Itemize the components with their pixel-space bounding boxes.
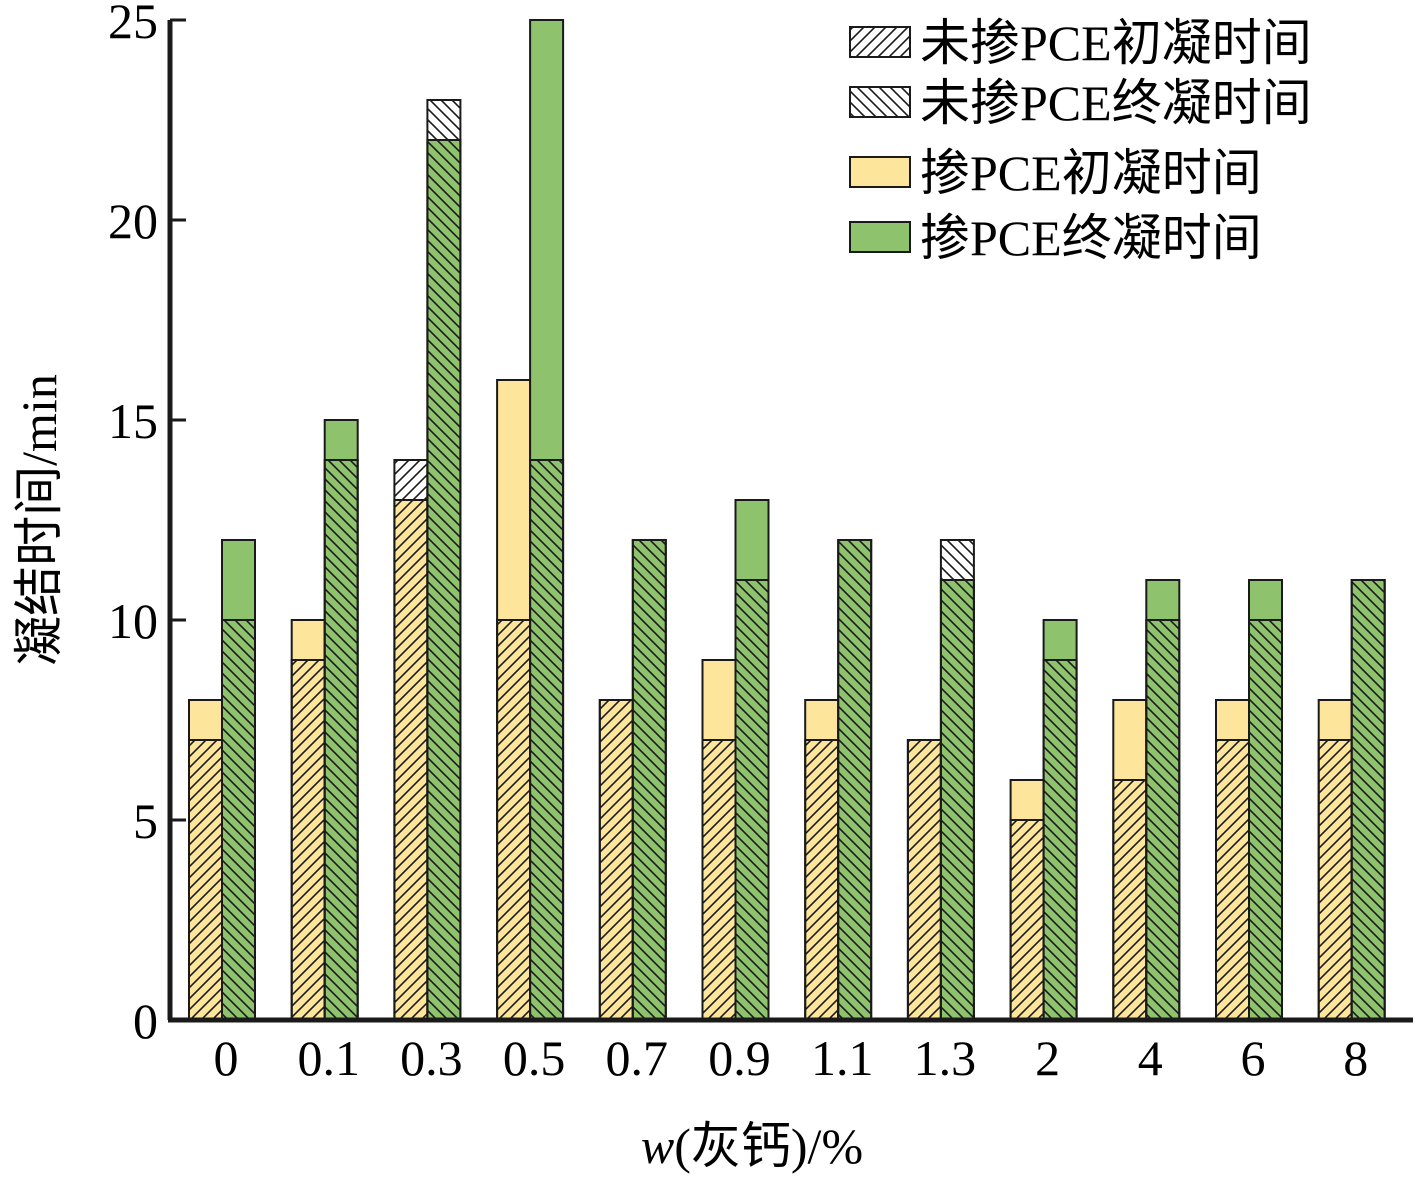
y-tick-label-0: 0 bbox=[133, 993, 158, 1049]
legend-swatch-pce-final bbox=[849, 221, 911, 253]
x-tick-label-8: 8 bbox=[1343, 1030, 1368, 1086]
legend: 未掺PCE初凝时间 未掺PCE终凝时间 掺PCE初凝时间 掺PCE终凝时间 bbox=[849, 15, 1312, 266]
bars-layer bbox=[188, 19, 1386, 1021]
bar-untreated-initial-0.9 bbox=[701, 739, 737, 1021]
y-tick-label-20: 20 bbox=[108, 193, 158, 249]
x-tick-label-2: 2 bbox=[1035, 1030, 1060, 1086]
bar-untreated-final-0.1 bbox=[323, 459, 359, 1021]
y-tick-label-15: 15 bbox=[108, 393, 158, 449]
y-tick-label-25: 25 bbox=[108, 0, 158, 49]
bar-untreated-initial-0.7 bbox=[598, 699, 634, 1021]
x-tick-label-6: 6 bbox=[1241, 1030, 1266, 1086]
bar-untreated-final-0.7 bbox=[631, 539, 667, 1021]
bar-untreated-final-0.3 bbox=[426, 99, 462, 1021]
bar-untreated-final-0 bbox=[221, 619, 256, 1021]
x-tick-label-0.3: 0.3 bbox=[400, 1030, 463, 1086]
bar-untreated-initial-0.3 bbox=[393, 459, 429, 1021]
bar-untreated-initial-0 bbox=[188, 739, 223, 1021]
bar-untreated-final-1.1 bbox=[837, 539, 873, 1021]
bar-untreated-final-0.5 bbox=[529, 459, 565, 1021]
bar-untreated-final-4 bbox=[1145, 619, 1181, 1021]
bar-untreated-final-0.9 bbox=[734, 579, 770, 1021]
legend-swatch-untreated-final bbox=[849, 86, 911, 118]
x-tick-label-0: 0 bbox=[214, 1030, 239, 1086]
x-axis-title: w(灰钙)/% bbox=[641, 1118, 863, 1174]
x-ticks: 0 0.1 0.3 0.5 0.7 0.9 1.1 1.3 2 4 6 8 bbox=[214, 1030, 1369, 1086]
legend-label-pce-final: 掺PCE终凝时间 bbox=[920, 210, 1262, 266]
legend-label-untreated-final: 未掺PCE终凝时间 bbox=[920, 75, 1312, 131]
bar-untreated-initial-0.5 bbox=[496, 619, 532, 1021]
bar-untreated-initial-1.3 bbox=[906, 739, 942, 1021]
x-tick-label-0.7: 0.7 bbox=[606, 1030, 669, 1086]
bar-untreated-initial-2 bbox=[1009, 819, 1045, 1021]
bar-untreated-initial-1.1 bbox=[804, 739, 840, 1021]
legend-label-pce-initial: 掺PCE初凝时间 bbox=[920, 145, 1262, 201]
legend-swatch-pce-initial bbox=[849, 156, 911, 188]
legend-swatch-untreated-initial bbox=[849, 26, 911, 58]
bar-untreated-initial-4 bbox=[1112, 779, 1148, 1021]
legend-label-untreated-initial: 未掺PCE初凝时间 bbox=[920, 15, 1312, 71]
y-ticks: 0 5 10 15 20 25 bbox=[108, 0, 186, 1049]
bar-untreated-initial-0.1 bbox=[290, 659, 326, 1021]
bar-untreated-final-1.3 bbox=[939, 539, 975, 1021]
bar-untreated-final-6 bbox=[1248, 619, 1283, 1021]
y-axis-title: 凝结时间/min bbox=[11, 374, 67, 666]
bar-untreated-initial-8 bbox=[1317, 739, 1353, 1021]
x-tick-label-4: 4 bbox=[1138, 1030, 1163, 1086]
x-tick-label-0.5: 0.5 bbox=[503, 1030, 566, 1086]
x-tick-label-0.1: 0.1 bbox=[297, 1030, 360, 1086]
x-tick-label-1.3: 1.3 bbox=[914, 1030, 977, 1086]
bar-untreated-final-2 bbox=[1042, 659, 1078, 1021]
x-tick-label-0.9: 0.9 bbox=[708, 1030, 771, 1086]
x-tick-label-1.1: 1.1 bbox=[811, 1030, 874, 1086]
y-tick-label-5: 5 bbox=[133, 793, 158, 849]
y-tick-label-10: 10 bbox=[108, 593, 158, 649]
bar-untreated-initial-6 bbox=[1215, 739, 1250, 1021]
bar-untreated-final-8 bbox=[1350, 579, 1386, 1021]
